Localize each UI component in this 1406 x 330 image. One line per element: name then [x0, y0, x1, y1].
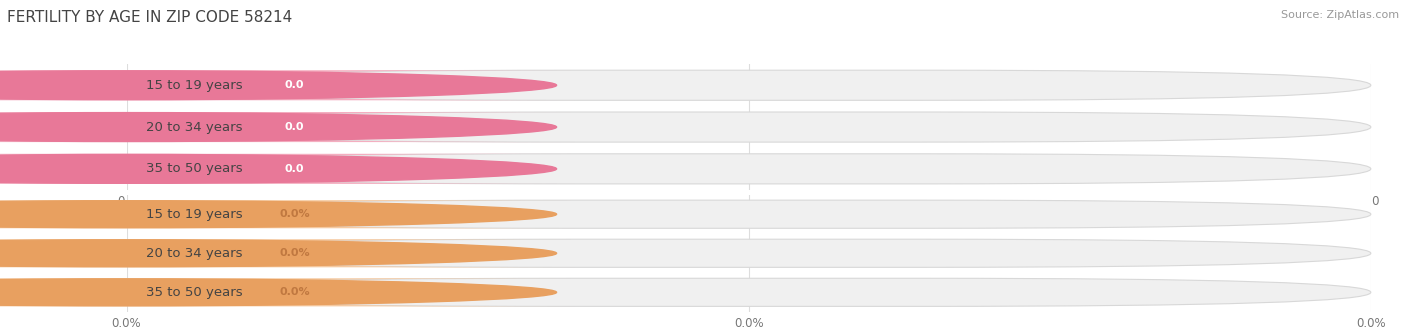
Text: FERTILITY BY AGE IN ZIP CODE 58214: FERTILITY BY AGE IN ZIP CODE 58214 [7, 10, 292, 25]
FancyBboxPatch shape [0, 154, 575, 184]
Text: 0.0%: 0.0% [280, 248, 309, 258]
Circle shape [0, 154, 557, 183]
Circle shape [0, 71, 557, 100]
FancyBboxPatch shape [127, 70, 1371, 100]
FancyBboxPatch shape [0, 112, 575, 142]
FancyBboxPatch shape [127, 200, 1371, 228]
FancyBboxPatch shape [127, 278, 1371, 306]
Circle shape [0, 201, 557, 228]
Text: 20 to 34 years: 20 to 34 years [146, 247, 243, 260]
FancyBboxPatch shape [127, 154, 1371, 184]
FancyBboxPatch shape [0, 200, 575, 228]
Text: 0.0%: 0.0% [280, 287, 309, 297]
Circle shape [0, 240, 557, 267]
FancyBboxPatch shape [127, 112, 1371, 142]
Text: 35 to 50 years: 35 to 50 years [146, 286, 243, 299]
FancyBboxPatch shape [127, 239, 1371, 267]
Text: 0.0%: 0.0% [280, 209, 309, 219]
FancyBboxPatch shape [0, 70, 575, 100]
Text: 0.0: 0.0 [285, 122, 304, 132]
Text: Source: ZipAtlas.com: Source: ZipAtlas.com [1281, 10, 1399, 20]
Text: 0.0: 0.0 [285, 164, 304, 174]
Text: 15 to 19 years: 15 to 19 years [146, 208, 243, 221]
Text: 35 to 50 years: 35 to 50 years [146, 162, 243, 175]
Text: 20 to 34 years: 20 to 34 years [146, 120, 243, 134]
Text: 0.0: 0.0 [285, 80, 304, 90]
Circle shape [0, 113, 557, 142]
Text: 15 to 19 years: 15 to 19 years [146, 79, 243, 92]
FancyBboxPatch shape [0, 239, 575, 267]
FancyBboxPatch shape [0, 278, 575, 306]
Circle shape [0, 279, 557, 306]
